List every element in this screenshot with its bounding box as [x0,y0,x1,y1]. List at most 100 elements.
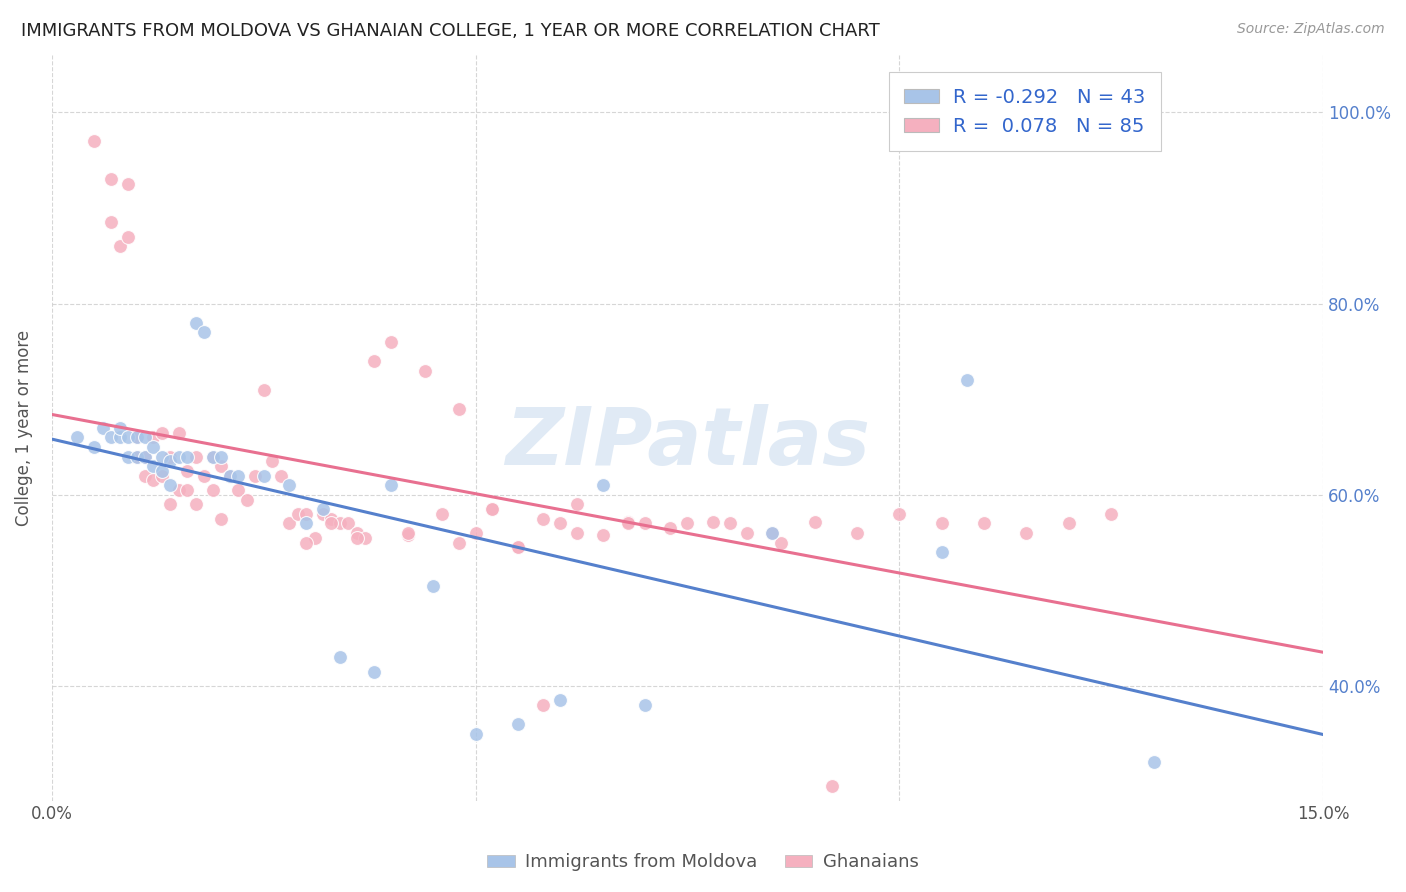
Point [464,727,486,741]
Point [201,450,224,464]
Point [108,239,131,253]
Point [321,511,343,525]
Point [218,468,240,483]
Point [150,464,173,478]
Point [481,502,503,516]
Point [422,578,444,592]
Point [846,526,869,541]
Point [363,665,385,679]
Point [321,516,343,531]
Point [226,468,249,483]
Point [117,430,139,444]
Point [167,425,190,440]
Point [193,326,215,340]
Point [100,215,122,229]
Text: IMMIGRANTS FROM MOLDOVA VS GHANAIAN COLLEGE, 1 YEAR OR MORE CORRELATION CHART: IMMIGRANTS FROM MOLDOVA VS GHANAIAN COLL… [21,22,880,40]
Point [142,459,165,474]
Point [193,468,215,483]
Point [312,502,335,516]
Point [278,478,301,492]
Point [176,483,198,497]
Point [820,779,842,793]
Point [312,507,335,521]
Point [100,430,122,444]
Point [262,454,284,468]
Point [176,464,198,478]
Text: ZIPatlas: ZIPatlas [505,404,870,482]
Point [117,450,139,464]
Point [531,698,554,712]
Point [1142,756,1164,770]
Point [617,515,640,529]
Point [125,450,148,464]
Point [66,430,89,444]
Point [973,516,995,531]
Point [676,516,699,531]
Point [329,516,352,531]
Point [134,468,156,483]
Point [931,545,953,559]
Point [396,528,419,542]
Point [506,541,529,555]
Point [209,511,232,525]
Point [761,526,783,541]
Point [159,478,181,492]
Point [287,507,309,521]
Point [117,177,139,191]
Legend: Immigrants from Moldova, Ghanaians: Immigrants from Moldova, Ghanaians [481,847,925,879]
Point [567,526,589,541]
Point [150,450,173,464]
Point [363,354,385,368]
Point [413,363,436,377]
Point [592,478,614,492]
Point [243,468,266,483]
Point [184,316,207,330]
Point [531,511,554,525]
Point [125,450,148,464]
Point [889,507,911,521]
Point [659,521,682,535]
Point [134,450,156,464]
Point [142,430,165,444]
Point [209,450,232,464]
Point [83,440,105,454]
Point [718,516,741,531]
Point [125,430,148,444]
Point [735,526,758,541]
Point [592,528,614,542]
Point [117,229,139,244]
Point [634,698,657,712]
Point [346,531,368,545]
Point [550,516,572,531]
Point [184,497,207,511]
Y-axis label: College, 1 year or more: College, 1 year or more [15,330,32,526]
Point [337,516,360,531]
Point [380,334,402,349]
Point [702,515,724,529]
Point [159,450,181,464]
Legend: R = -0.292   N = 43, R =  0.078   N = 85: R = -0.292 N = 43, R = 0.078 N = 85 [889,72,1161,151]
Point [1057,516,1080,531]
Point [550,693,572,707]
Point [176,450,198,464]
Point [567,497,589,511]
Point [150,468,173,483]
Point [142,440,165,454]
Point [354,531,377,545]
Point [253,383,276,397]
Point [430,507,453,521]
Point [278,516,301,531]
Point [184,450,207,464]
Point [150,425,173,440]
Point [346,526,368,541]
Point [380,478,402,492]
Point [295,535,318,549]
Point [447,535,470,549]
Point [295,516,318,531]
Point [108,430,131,444]
Point [167,483,190,497]
Point [209,459,232,474]
Point [253,468,276,483]
Point [159,454,181,468]
Point [167,450,190,464]
